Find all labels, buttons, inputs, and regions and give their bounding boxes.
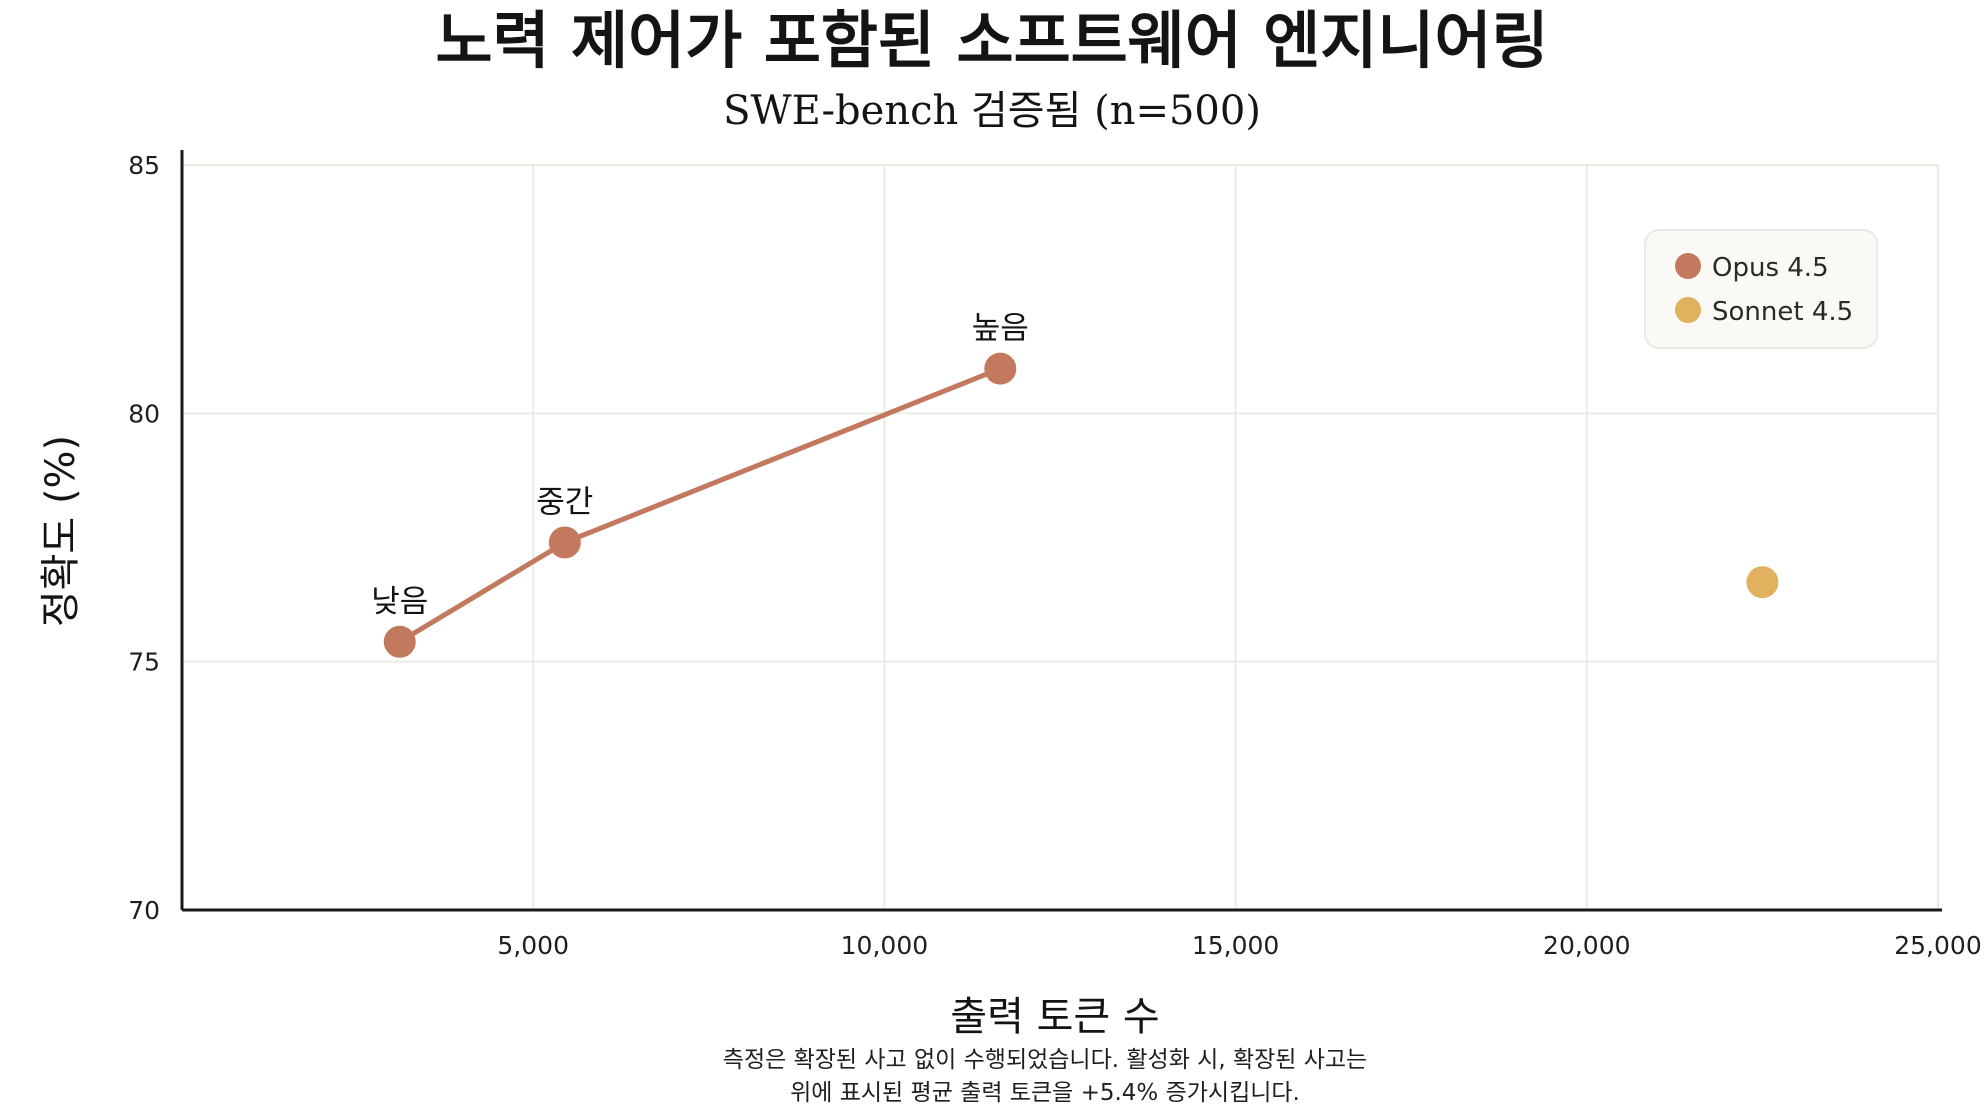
series-line: [397, 366, 1003, 645]
axes: [180, 150, 1942, 912]
series-1: [1746, 566, 1779, 599]
series-layer: 낮음 중간 높음: [371, 311, 1779, 658]
data-label: 높음: [972, 311, 1029, 347]
x-tick-label: 10,000: [841, 931, 928, 960]
x-ticks: 5,000 10,000 15,000 20,000 25,000: [497, 931, 1981, 960]
data-point: [984, 352, 1017, 385]
x-tick-label: 15,000: [1192, 931, 1279, 960]
y-ticks: 70 75 80 85: [128, 151, 160, 925]
y-tick-label: 75: [128, 648, 160, 677]
legend: Opus 4.5 Sonnet 4.5: [1644, 229, 1878, 349]
y-tick-label: 80: [128, 399, 160, 428]
grid: [182, 164, 1939, 910]
x-axis-title: 출력 토큰 수: [950, 994, 1159, 1040]
y-tick-label: 85: [128, 151, 160, 180]
footnote-line-2: 위에 표시된 평균 출력 토큰을 +5.4% 증가시킵니다.: [790, 1080, 1300, 1106]
y-axis-title: 정확도 (%): [38, 435, 84, 627]
x-tick-label: 25,000: [1894, 931, 1981, 960]
data-point: [383, 625, 416, 658]
legend-swatch-sonnet: [1675, 297, 1701, 323]
chart-subtitle: SWE-bench 검증됨 (n=500): [723, 88, 1261, 134]
data-label: 낮음: [371, 584, 428, 620]
x-tick-label: 20,000: [1543, 931, 1630, 960]
series-0: 낮음 중간 높음: [371, 311, 1029, 658]
legend-label-sonnet: Sonnet 4.5: [1712, 297, 1853, 327]
y-tick-label: 70: [128, 896, 160, 925]
legend-label-opus: Opus 4.5: [1712, 253, 1829, 283]
legend-box: [1644, 229, 1878, 349]
x-tick-label: 5,000: [497, 931, 569, 960]
footnote-line-1: 측정은 확장된 사고 없이 수행되었습니다. 활성화 시, 확장된 사고는: [723, 1047, 1367, 1073]
legend-swatch-opus: [1675, 253, 1701, 279]
chart-title: 노력 제어가 포함된 소프트웨어 엔지니어링: [435, 4, 1548, 77]
data-point: [548, 526, 581, 559]
data-point: [1746, 566, 1779, 599]
data-label: 중간: [536, 484, 593, 520]
